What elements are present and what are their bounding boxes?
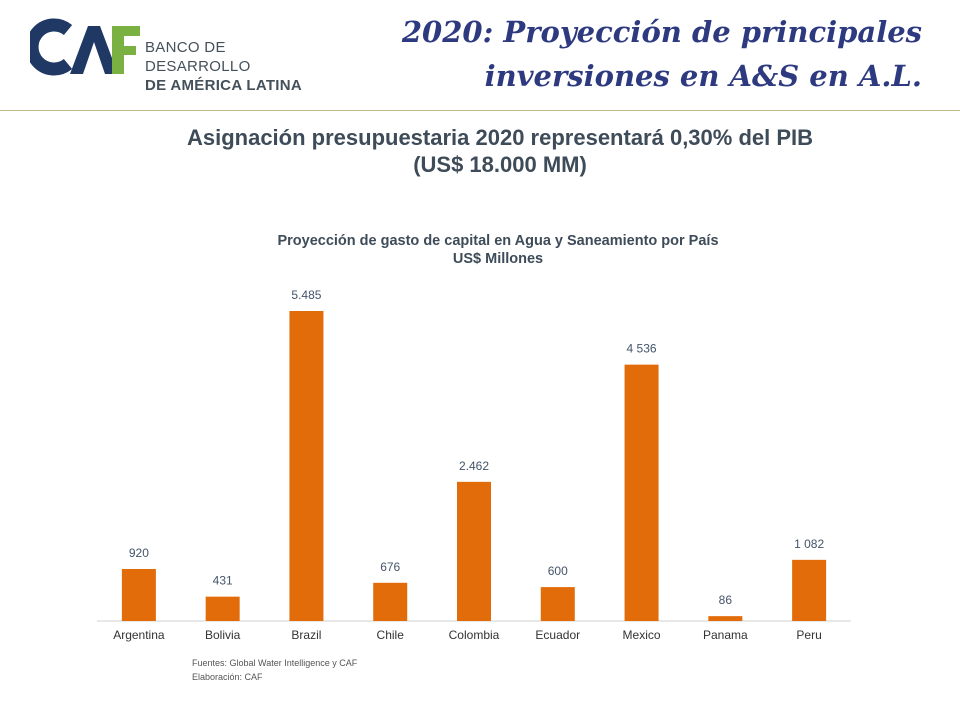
data-label-panama: 86 [719,593,733,607]
chart-subtitle: US$ Millones [453,251,543,267]
logo-line-1: BANCO DE DESARROLLO [145,39,251,75]
tick-label-mexico: Mexico [623,628,661,642]
data-label-brazil: 5.485 [291,288,321,302]
bar-chile [373,582,408,621]
tick-label-ecuador: Ecuador [535,628,580,642]
page-title-line-1: 2020: Proyección de principales [401,15,922,49]
tick-label-colombia: Colombia [449,628,500,642]
bar-bolivia [205,596,240,621]
bar-brazil [289,311,324,621]
chart-title: Proyección de gasto de capital en Agua y… [277,233,718,249]
header-divider [0,110,960,111]
subtitle-line-2: (US$ 18.000 MM) [413,152,587,177]
tick-label-bolivia: Bolivia [205,628,241,642]
bar-mexico [624,364,659,621]
data-label-chile: 676 [380,560,400,574]
bar-ecuador [540,587,575,621]
data-label-peru: 1 082 [794,537,824,551]
bar-argentina [121,569,156,621]
slide-subtitle: Asignación presupuestaria 2020 represent… [0,124,960,178]
data-label-bolivia: 431 [213,574,233,588]
subtitle-line-1: Asignación presupuestaria 2020 represent… [186,125,814,150]
page-title: 2020: Proyección de principales inversio… [362,10,922,98]
tick-label-peru: Peru [796,628,821,642]
logo-line-2: DE AMÉRICA LATINA [145,77,303,94]
caf-logo: BANCO DE DESARROLLO DE AMÉRICA LATINA [30,14,315,100]
data-label-ecuador: 600 [548,564,568,578]
tick-label-panama: Panama [703,628,748,642]
bar-colombia [457,481,491,621]
data-label-argentina: 920 [129,546,149,560]
data-label-colombia: 2.462 [459,459,489,473]
page-title-line-2: inversiones en A&S en A.L. [484,59,922,93]
sources-note: Fuentes: Global Water Intelligence y CAF… [192,656,357,684]
sources-line-2: Elaboración: CAF [192,672,263,682]
tick-label-argentina: Argentina [113,628,165,642]
tick-label-chile: Chile [377,628,405,642]
bar-peru [792,559,827,621]
sources-line-1: Fuentes: Global Water Intelligence y CAF [192,658,358,668]
bar-panama [708,616,743,621]
logo-text: BANCO DE DESARROLLO DE AMÉRICA LATINA [145,38,315,95]
data-label-mexico: 4 536 [627,342,657,356]
caf-logo-mark [30,18,140,76]
tick-label-brazil: Brazil [291,628,321,642]
